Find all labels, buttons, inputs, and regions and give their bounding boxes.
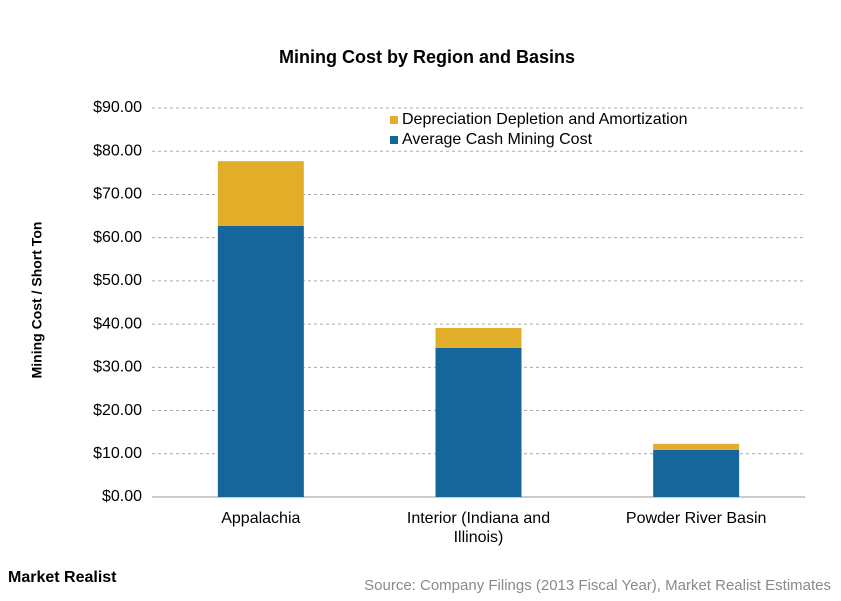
source: Source: Company Filings (2013 Fiscal Yea… bbox=[364, 577, 831, 594]
y-tick-label: $90.00 bbox=[93, 99, 142, 116]
y-tick-label: $60.00 bbox=[93, 229, 142, 246]
bar-segment bbox=[217, 225, 304, 497]
y-tick-label: $40.00 bbox=[93, 315, 142, 332]
y-axis-label: Mining Cost / Short Ton bbox=[29, 222, 45, 379]
bar-segment bbox=[653, 443, 740, 450]
y-tick-label: $70.00 bbox=[93, 186, 142, 203]
legend-swatch bbox=[390, 136, 398, 144]
x-tick-label-box: Powder River Basin bbox=[625, 510, 767, 527]
bar-segment bbox=[653, 449, 740, 497]
logo: Market Realist bbox=[8, 569, 117, 586]
y-tick-label: $50.00 bbox=[93, 272, 142, 289]
y-tick-label: $80.00 bbox=[93, 142, 142, 159]
legend-swatch bbox=[390, 116, 398, 124]
y-tick-label: $10.00 bbox=[93, 445, 142, 462]
x-tick-label-box: Interior (Indiana and Illinois) bbox=[406, 510, 551, 546]
y-tick-label: $20.00 bbox=[93, 402, 142, 419]
bar-segment bbox=[435, 328, 522, 348]
x-tick-label-box: Appalachia bbox=[221, 510, 301, 527]
chart-title: Mining Cost by Region and Basins bbox=[279, 47, 575, 67]
y-tick-label: $30.00 bbox=[93, 359, 142, 376]
legend-label: Average Cash Mining Cost bbox=[402, 131, 593, 148]
x-tick-label: Interior (Indiana and Illinois) bbox=[406, 510, 551, 546]
legend-label: Depreciation Depletion and Amortization bbox=[402, 111, 688, 128]
x-tick-label: Appalachia bbox=[221, 510, 301, 527]
bar-segment bbox=[435, 347, 522, 497]
x-tick-label: Powder River Basin bbox=[625, 510, 767, 527]
y-tick-label: $0.00 bbox=[102, 488, 142, 505]
bar-segment bbox=[217, 161, 304, 226]
